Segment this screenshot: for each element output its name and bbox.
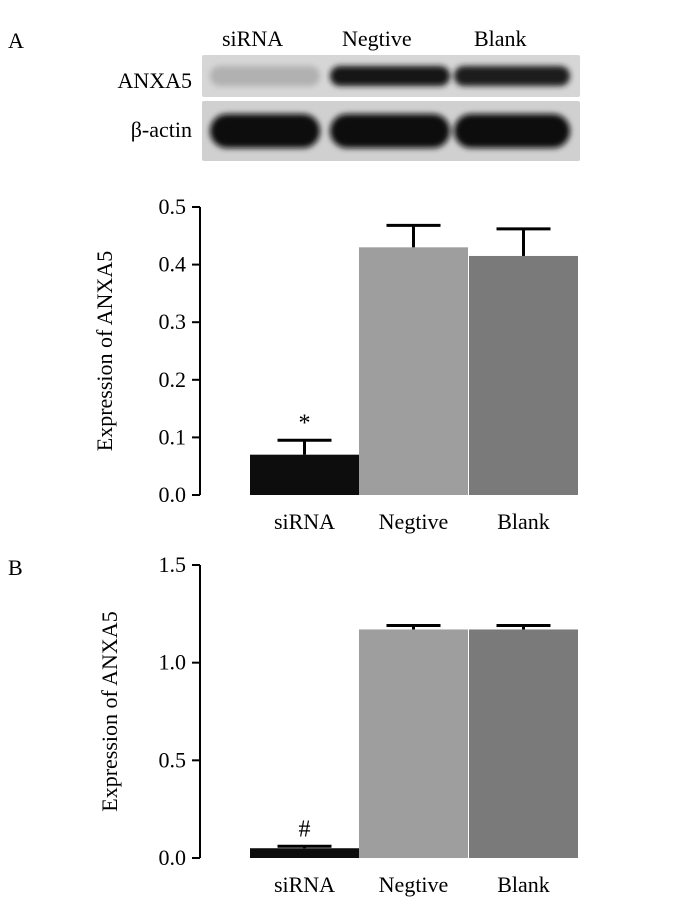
x-tick-label-sirna: siRNA xyxy=(274,509,335,534)
blot-band-anxa5-blank xyxy=(454,66,570,86)
x-tick-label-negtive: Negtive xyxy=(379,509,449,534)
x-tick-label-negtive: Negtive xyxy=(379,872,449,897)
bar-sirna xyxy=(250,454,359,495)
bar-sirna xyxy=(250,848,359,858)
blot-band-actin-sirna xyxy=(210,114,320,148)
bar-blank xyxy=(469,629,578,858)
significance-marker: # xyxy=(299,816,311,842)
blot-row-label-anxa5: ANXA5 xyxy=(117,68,192,93)
x-tick-label-blank: Blank xyxy=(497,872,550,897)
y-axis-label: Expression of ANXA5 xyxy=(97,611,122,811)
bar-chart-b: 0.0 0.5 1.0 1.5 Expression of ANXA5 # siRNA Neg… xyxy=(97,555,578,897)
blot-strip-anxa5 xyxy=(202,55,580,97)
blot-anxa5-image xyxy=(202,55,580,97)
y-tick-label: 1.0 xyxy=(159,650,187,675)
y-tick-label: 1.5 xyxy=(159,555,187,577)
y-tick-label: 0.1 xyxy=(159,424,187,449)
bar-blank xyxy=(469,255,578,495)
x-tick-label-sirna: siRNA xyxy=(274,872,335,897)
panel-label-b: B xyxy=(8,555,23,580)
x-tick-label-blank: Blank xyxy=(497,509,550,534)
blot-lane-label-negtive: Negtive xyxy=(342,26,412,51)
significance-marker: * xyxy=(299,410,311,436)
y-axis-label: Expression of ANXA5 xyxy=(92,251,117,451)
blot-lane-label-sirna: siRNA xyxy=(222,26,284,51)
y-tick-label: 0.3 xyxy=(159,309,187,334)
bar-negtive xyxy=(359,247,468,495)
y-tick-label: 0.4 xyxy=(159,252,187,277)
y-tick-label: 0.5 xyxy=(159,194,187,219)
blot-lane-label-blank: Blank xyxy=(474,26,527,51)
y-tick-label: 0.0 xyxy=(159,482,187,507)
y-tick-label: 0.2 xyxy=(159,367,187,392)
blot-beta-actin-image xyxy=(202,101,580,161)
bar-chart-a: 0.0 0.1 0.2 0.3 0.4 0.5 Expression of ANXA5 * si… xyxy=(92,194,578,534)
y-tick-label: 0.0 xyxy=(159,845,187,870)
blot-band-actin-blank xyxy=(454,114,570,148)
blot-row-label-beta-actin: β-actin xyxy=(130,117,192,142)
blot-strip-beta-actin xyxy=(202,101,580,161)
blot-band-anxa5-sirna xyxy=(210,66,320,86)
y-tick-label: 0.5 xyxy=(159,747,187,772)
blot-band-actin-negtive xyxy=(330,114,450,148)
blot-band-anxa5-negtive xyxy=(330,66,450,86)
panel-label-a: A xyxy=(8,28,24,53)
bar-negtive xyxy=(359,629,468,858)
